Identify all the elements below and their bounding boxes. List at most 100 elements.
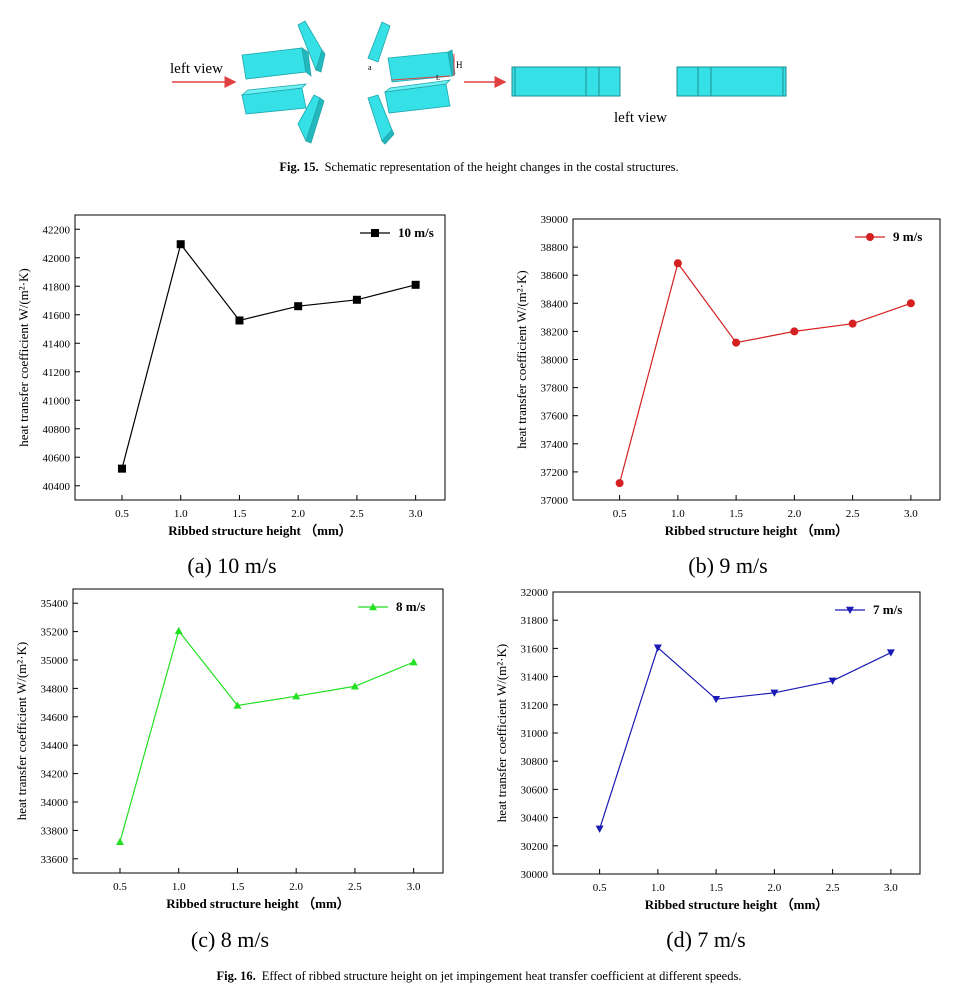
data-point: [174, 626, 183, 635]
x-tick-label: 2.0: [767, 882, 781, 894]
y-tick-label: 30600: [521, 784, 549, 796]
data-point: [653, 644, 662, 652]
x-tick-label: 2.0: [289, 881, 303, 893]
y-tick-label: 35400: [41, 598, 69, 610]
y-tick-label: 33800: [41, 825, 69, 837]
plot-frame: [72, 588, 444, 874]
data-point: [115, 837, 124, 845]
x-tick-label: 2.5: [350, 508, 364, 520]
y-tick-label: 30800: [521, 756, 549, 768]
data-point: [673, 259, 682, 268]
y-tick-label: 34800: [41, 683, 69, 695]
plot-frame: [552, 591, 921, 875]
plot-frame: [74, 214, 446, 501]
x-tick-label: 0.5: [613, 508, 627, 520]
y-tick-label: 42200: [43, 224, 71, 236]
subfig-b-label: (b) 9 m/s: [688, 553, 768, 578]
series-line: [599, 646, 892, 830]
fig15-number: Fig. 15.: [279, 160, 319, 174]
y-tick-label: 30400: [521, 813, 549, 825]
left-view-label-1: left view: [170, 61, 223, 77]
y-axis-label: heat transfer coefficient W/(m²·K): [514, 270, 529, 448]
data-point: [235, 316, 244, 325]
subfig-c-label: (c) 8 m/s: [190, 927, 270, 952]
x-tick-label: 2.0: [787, 508, 801, 520]
series-line: [121, 242, 416, 469]
x-tick-label: 3.0: [904, 508, 918, 520]
y-tick-label: 38800: [541, 242, 569, 254]
y-axis-label: heat transfer coefficient W/(m²·K): [14, 642, 29, 820]
y-tick-label: 31200: [521, 700, 549, 712]
y-tick-label: 37400: [541, 439, 569, 451]
legend-label: 7 m/s: [873, 602, 902, 617]
chart-a-10ms: 40400 40600 40800 41000 41200 41400 41600 41800…: [16, 214, 446, 538]
plot-frame: [572, 218, 941, 501]
data-point: [411, 280, 420, 289]
x-tick-label: 1.5: [233, 508, 247, 520]
y-tick-label: 41400: [43, 338, 71, 350]
y-tick-label: 41200: [43, 367, 71, 379]
fig15-caption: Fig. 15. Schematic representation of the …: [0, 160, 958, 175]
data-point: [790, 327, 799, 336]
subfig-d-label: (d) 7 m/s: [666, 927, 746, 952]
y-tick-label: 34000: [41, 797, 69, 809]
right-rib-cluster: [367, 21, 456, 145]
x-tick-label: 3.0: [884, 882, 898, 894]
left-view-projection: [511, 66, 787, 97]
x-tick-label: 2.5: [846, 508, 860, 520]
data-point: [906, 299, 915, 308]
data-point: [712, 695, 721, 704]
fig16-caption: Fig. 16. Effect of ribbed structure heigh…: [0, 969, 958, 984]
data-point: [770, 689, 779, 697]
chart-b-9ms: 37000 37200 37400 37600 37800 38000 38200 38400…: [514, 214, 941, 538]
x-tick-label: 3.0: [407, 881, 421, 893]
data-point: [886, 649, 895, 657]
x-axis-label: Ribbed structure height （mm）: [665, 523, 849, 538]
x-tick-label: 3.0: [409, 508, 423, 520]
legend-marker: [371, 229, 379, 237]
x-tick-label: 1.0: [651, 882, 665, 894]
left-rib-cluster: [240, 20, 326, 144]
y-tick-label: 31400: [521, 672, 549, 684]
x-axis-label: Ribbed structure height （mm）: [166, 896, 350, 911]
y-tick-label: 35000: [41, 655, 69, 667]
x-tick-label: 0.5: [113, 881, 127, 893]
y-tick-label: 34400: [41, 740, 69, 752]
x-tick-label: 1.0: [671, 508, 685, 520]
y-tick-label: 41800: [43, 281, 71, 293]
fig15-text: Schematic representation of the height c…: [324, 160, 679, 174]
data-point: [828, 677, 837, 685]
y-axis-label: heat transfer coefficient W/(m²·K): [16, 268, 31, 446]
y-tick-label: 37600: [541, 411, 569, 423]
data-point: [409, 658, 418, 666]
data-point: [176, 240, 185, 249]
x-tick-label: 1.5: [709, 882, 723, 894]
y-tick-label: 38400: [541, 298, 569, 310]
legend-marker: [866, 233, 874, 241]
y-tick-label: 40400: [43, 481, 71, 493]
y-tick-label: 30200: [521, 841, 549, 853]
x-axis-label: Ribbed structure height （mm）: [645, 897, 829, 912]
data-point: [848, 319, 857, 328]
y-tick-label: 42000: [43, 253, 71, 265]
y-tick-label: 32000: [521, 587, 549, 599]
data-point: [292, 692, 301, 700]
x-tick-label: 1.5: [231, 881, 245, 893]
data-point: [294, 302, 303, 311]
y-tick-label: 41000: [43, 395, 71, 407]
legend-label: 8 m/s: [396, 599, 425, 614]
y-tick-label: 39000: [541, 214, 569, 226]
data-point: [595, 825, 604, 833]
dim-l-label: L: [436, 74, 440, 82]
x-tick-label: 1.0: [174, 508, 188, 520]
x-tick-label: 0.5: [593, 882, 607, 894]
x-tick-label: 1.5: [729, 508, 743, 520]
y-tick-label: 37000: [541, 495, 569, 507]
y-tick-label: 31000: [521, 728, 549, 740]
data-point: [615, 479, 624, 488]
x-tick-label: 1.0: [172, 881, 186, 893]
legend-label: 10 m/s: [398, 225, 434, 240]
x-tick-label: 2.0: [291, 508, 305, 520]
ribbed-structure-schematic: left view a H L left view: [170, 20, 787, 145]
y-tick-label: 41600: [43, 310, 71, 322]
